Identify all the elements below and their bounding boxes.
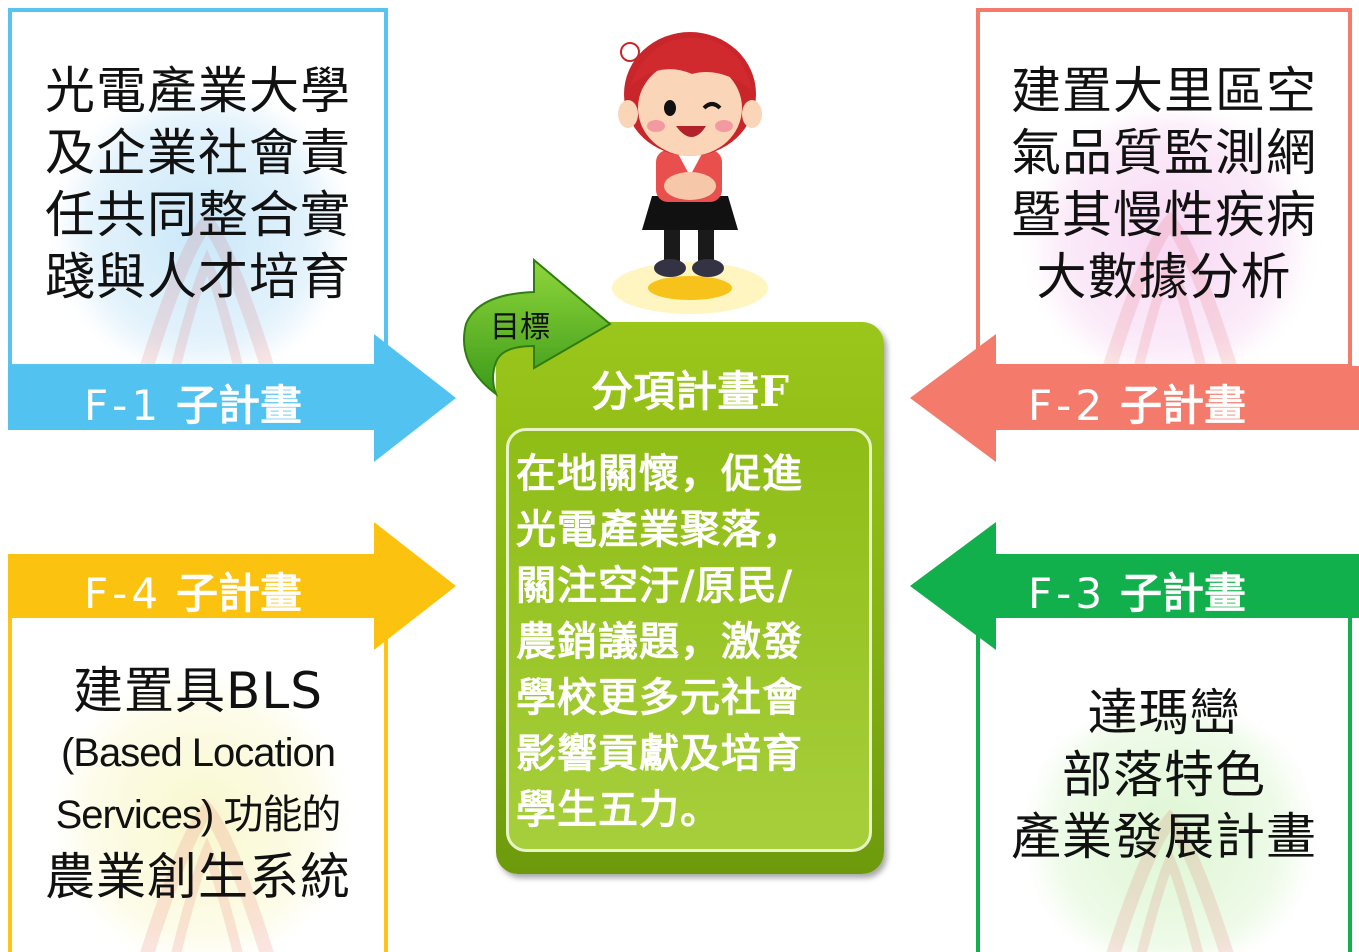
- f1-arrow-label: F-1 子計畫: [84, 372, 302, 433]
- f2-box: 建置大里區空 氣品質監測網 暨其慢性疾病 大數據分析: [976, 8, 1352, 368]
- f4-line: 農業創生系統: [45, 848, 351, 906]
- f1-line: 踐與人才培育: [45, 248, 351, 306]
- f3-watermark-logo: [1106, 810, 1234, 952]
- f2-glow: [1020, 112, 1320, 364]
- center-line: 農銷議題，激發: [516, 619, 803, 665]
- f2-code: F-2: [1028, 381, 1107, 430]
- f3-line: 達瑪巒: [1087, 684, 1241, 742]
- f1-line: 任共同整合實: [45, 186, 351, 244]
- f4-arrow-label: F-4 子計畫: [84, 560, 302, 621]
- f2-line: 氣品質監測網: [1011, 124, 1317, 182]
- f4-box: 建置具BLS (Based Location Services) 功能的 農業創…: [8, 586, 388, 952]
- f4-code: F-4: [84, 569, 163, 618]
- center-project-title: 分項計畫F: [591, 367, 789, 416]
- f2-line: 建置大里區空: [1011, 62, 1317, 120]
- f1-box: 光電產業大學 及企業社會責 任共同整合實 踐與人才培育: [8, 8, 388, 368]
- f4-subproject-label: 子計畫: [176, 569, 303, 618]
- f1-watermark-logo: [140, 212, 274, 364]
- f2-subproject-label: 子計畫: [1120, 381, 1247, 430]
- goal-label: 目標: [490, 310, 550, 345]
- f1-glow: [52, 92, 352, 364]
- f1-description: 光電產業大學 及企業社會責 任共同整合實 踐與人才培育: [12, 60, 384, 308]
- center-line: 在地關懷，促進: [516, 451, 803, 497]
- f2-arrow: [910, 334, 1359, 462]
- f1-subproject-label: 子計畫: [176, 381, 303, 430]
- center-project-description: 在地關懷，促進 光電產業聚落， 關注空汙/原民/ 農銷議題，激發 學校更多元社會…: [516, 446, 868, 838]
- center-inner-box: [506, 428, 872, 852]
- f4-glow: [52, 680, 352, 952]
- center-line: 影響貢獻及培育: [516, 731, 803, 777]
- f4-arrow: [8, 522, 456, 650]
- center-line: 光電產業聚落，: [516, 507, 803, 553]
- f2-line: 暨其慢性疾病: [1011, 186, 1317, 244]
- center-line: 關注空汙/原民/: [516, 563, 794, 609]
- f2-watermark-logo: [1103, 212, 1237, 364]
- f1-arrow: [8, 334, 456, 462]
- f4-watermark-logo: [140, 800, 274, 952]
- f3-code: F-3: [1028, 569, 1107, 618]
- f2-arrow-label: F-2 子計畫: [1028, 372, 1246, 433]
- f1-code: F-1: [84, 381, 163, 430]
- f3-arrow-label: F-3 子計畫: [1028, 560, 1246, 621]
- center-line: 學生五力。: [516, 787, 721, 833]
- f3-description: 達瑪巒 部落特色 產業發展計畫: [980, 682, 1348, 868]
- goal-curved-arrow: [463, 257, 612, 397]
- f2-line: 大數據分析: [1036, 248, 1292, 306]
- f3-box: 達瑪巒 部落特色 產業發展計畫: [976, 586, 1352, 952]
- f4-line: (Based Location: [60, 731, 336, 775]
- f3-arrow: [910, 522, 1359, 650]
- f4-line: Services) 功能的: [55, 793, 342, 837]
- f2-description: 建置大里區空 氣品質監測網 暨其慢性疾病 大數據分析: [980, 60, 1348, 308]
- f3-line: 產業發展計畫: [1011, 808, 1317, 866]
- f3-subproject-label: 子計畫: [1120, 569, 1247, 618]
- mascot-illustration: [612, 32, 768, 314]
- f4-description: 建置具BLS (Based Location Services) 功能的 農業創…: [12, 660, 384, 908]
- f3-line: 部落特色: [1062, 746, 1266, 804]
- f1-line: 及企業社會責: [45, 124, 351, 182]
- f4-line: 建置具BLS: [73, 662, 323, 720]
- f3-glow: [1010, 710, 1330, 952]
- center-line: 學校更多元社會: [516, 675, 803, 721]
- f1-line: 光電產業大學: [45, 62, 351, 120]
